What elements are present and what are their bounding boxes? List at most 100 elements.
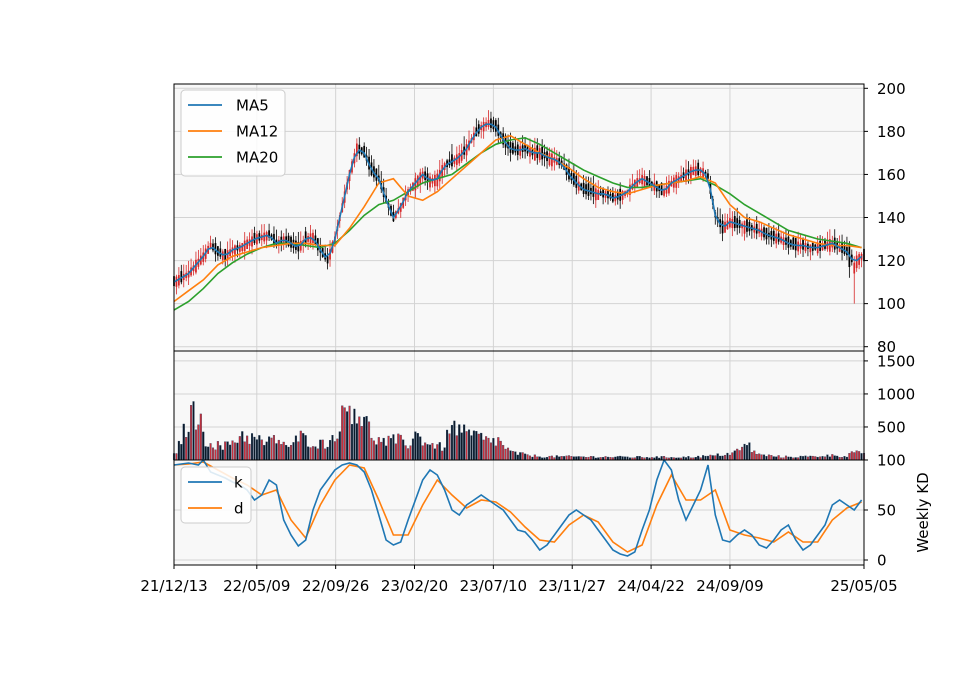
volume-bar-23: [229, 444, 232, 461]
volume-bar-121: [467, 429, 471, 461]
price-candle-63: [326, 256, 329, 264]
volume-bar-182: [616, 456, 619, 461]
price-candle-226: [724, 221, 726, 233]
volume-bar-98: [411, 438, 414, 461]
x-tick-label-5: 23/11/27: [539, 577, 606, 595]
volume-bar-172: [592, 456, 595, 461]
volume-bar-13: [204, 446, 207, 461]
price-candle-47: [287, 235, 290, 247]
volume-bar-115: [453, 420, 456, 461]
price-candle-174: [597, 189, 600, 200]
volume-bar-79: [365, 416, 368, 461]
price-candle-132: [494, 120, 497, 132]
volume-bar-39: [268, 436, 271, 461]
price-legend-box: [180, 89, 286, 177]
volume-bar-227: [726, 452, 729, 461]
volume-bar-146: [528, 455, 531, 461]
price-candle-57: [312, 232, 314, 243]
volume-bar-257: [799, 455, 802, 461]
price-candle-142: [519, 146, 522, 156]
volume-bar-70: [343, 407, 346, 461]
price-candle-33: [253, 232, 256, 244]
price-candle-148: [533, 147, 536, 161]
volume-bar-233: [741, 446, 744, 461]
kd-legend-box: [180, 466, 252, 524]
price-candle-258: [802, 239, 804, 250]
volume-bar-139: [511, 451, 514, 461]
volume-bar-200: [660, 456, 663, 461]
price-candle-247: [775, 233, 778, 244]
volume-bar-136: [504, 448, 507, 461]
volume-bar-223: [716, 453, 719, 461]
volume-bar-41: [272, 435, 275, 461]
volume-bar-162: [567, 455, 571, 461]
volume-bar-242: [763, 454, 766, 461]
price-candle-105: [429, 176, 431, 188]
kd-ytick-label-0: 0: [877, 552, 887, 570]
price-candle-146: [529, 148, 531, 157]
volume-bar-78: [363, 416, 366, 461]
volume-bar-53: [302, 433, 305, 461]
volume-bar-198: [655, 456, 658, 461]
volume-bar-278: [850, 451, 853, 461]
kd-ytick-label-50: 50: [877, 502, 896, 520]
price-candle-130: [490, 118, 492, 128]
volume-bar-226: [724, 454, 727, 461]
volume-bar-49: [292, 442, 295, 461]
x-tick-label-8: 25/05/05: [830, 577, 897, 595]
volume-bar-12: [202, 431, 205, 461]
volume-bar-7: [190, 405, 193, 461]
volume-bar-48: [290, 444, 293, 461]
price-candle-25: [234, 245, 236, 255]
volume-bar-215: [697, 455, 700, 461]
volume-bar-88: [387, 435, 390, 461]
volume-bar-19: [219, 445, 222, 461]
volume-bar-107: [433, 448, 436, 461]
volume-bar-26: [236, 442, 239, 461]
volume-bar-47: [287, 446, 290, 461]
price-candle-37: [263, 232, 266, 242]
volume-bar-74: [353, 408, 356, 461]
volume-bar-93: [399, 434, 402, 461]
volume-bar-82: [372, 440, 375, 461]
price-candle-17: [214, 243, 217, 255]
volume-bar-238: [753, 450, 756, 461]
volume-bar-9: [194, 429, 197, 461]
price-candle-274: [841, 243, 843, 253]
price-candle-64: [329, 249, 331, 260]
volume-bar-137: [507, 447, 510, 461]
volume-bar-218: [704, 455, 707, 461]
volume-bar-34: [255, 439, 258, 461]
volume-bar-64: [329, 440, 332, 461]
price-candle-172: [592, 185, 595, 197]
volume-bar-83: [375, 444, 378, 461]
volume-bar-99: [414, 431, 417, 461]
volume-bar-18: [216, 441, 219, 461]
volume-bar-109: [438, 442, 441, 461]
price-candle-139: [512, 142, 514, 154]
volume-bar-30: [246, 435, 249, 461]
volume-bar-239: [755, 453, 758, 461]
volume-bar-270: [831, 454, 834, 461]
price-candle-239: [755, 223, 758, 234]
volume-bar-133: [497, 437, 500, 461]
volume-bar-190: [636, 456, 639, 461]
price-candle-206: [675, 175, 678, 188]
price-candle-155: [551, 153, 553, 167]
volume-bar-22: [226, 441, 229, 461]
volume-bar-116: [455, 435, 458, 461]
kd-ytick-label-100: 100: [877, 452, 906, 470]
volume-bar-110: [441, 450, 444, 461]
price-candle-173: [594, 188, 597, 201]
volume-bar-280: [855, 450, 858, 461]
price-candle-242: [763, 227, 765, 238]
volume-bar-119: [463, 424, 466, 461]
volume-bar-14: [207, 446, 210, 461]
price-candle-246: [772, 230, 775, 241]
volume-bar-275: [843, 456, 846, 461]
volume-bar-6: [187, 431, 190, 461]
price-candle-45: [282, 236, 285, 243]
volume-bar-236: [748, 442, 751, 461]
price-candle-225: [721, 220, 724, 234]
